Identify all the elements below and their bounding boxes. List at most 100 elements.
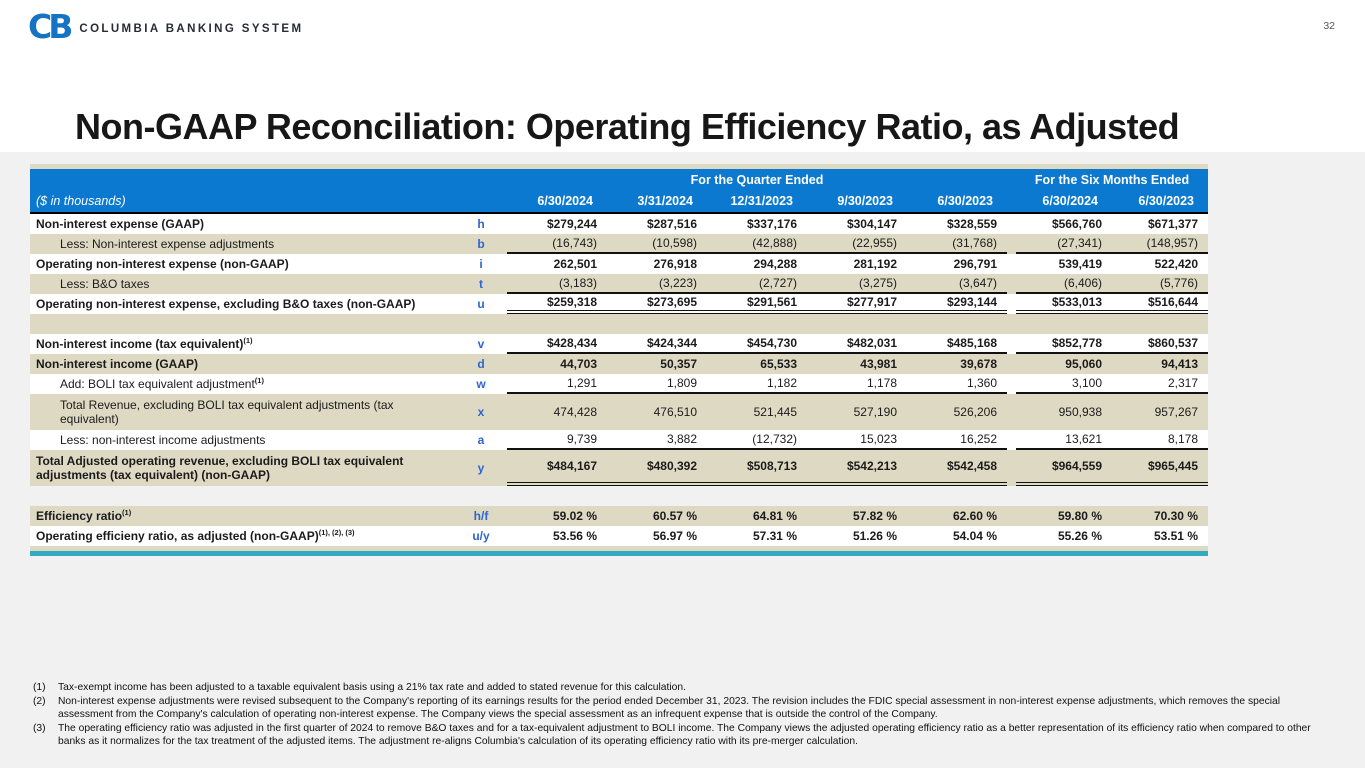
footnote-text: The operating efficiency ratio was adjus… — [58, 722, 1311, 748]
table-row: Less: B&O taxes t (3,183) (3,223) (2,727) (3,… — [30, 274, 1208, 294]
row-code: y — [477, 461, 485, 475]
date-column-header: 9/30/2023 — [837, 194, 893, 208]
table-accent-bar — [30, 551, 1208, 556]
cb-monogram-icon: CB — [28, 7, 73, 46]
value-cell: $533,013 — [1016, 294, 1112, 314]
value-cell: (3,183) — [507, 274, 607, 294]
table-row: Less: non-interest income adjustments a 9,… — [30, 430, 1208, 450]
table-row: Non-interest income (GAAP) d 44,703 50,357 6… — [30, 354, 1208, 374]
row-label: Operating efficieny ratio, as adjusted (… — [36, 527, 355, 543]
date-column-header: 6/30/2023 — [1138, 194, 1194, 208]
value-cell: $542,458 — [907, 450, 1007, 486]
row-label: Less: Non-interest expense adjustments — [60, 236, 275, 251]
footnote-item: (1) Tax-exempt income has been adjusted t… — [33, 681, 1335, 695]
column-gap — [1007, 334, 1016, 354]
table-row: Non-interest expense (GAAP) h $279,244 $287… — [30, 214, 1208, 234]
date-column-header: 3/31/2024 — [637, 194, 693, 208]
row-label: Add: BOLI tax equivalent adjustment(1) — [60, 375, 264, 391]
value-cell: $428,434 — [507, 334, 607, 354]
company-name: COLUMBIA BANKING SYSTEM — [79, 22, 304, 35]
row-label: Non-interest expense (GAAP) — [36, 216, 205, 231]
footnote-reference: (1) — [254, 375, 264, 385]
value-cell: 521,445 — [753, 405, 797, 419]
row-code: w — [476, 377, 486, 391]
value-cell: $291,561 — [707, 294, 807, 314]
value-cell: 276,918 — [653, 257, 697, 271]
row-code: t — [479, 277, 483, 291]
row-label: Operating non-interest expense (non-GAAP… — [36, 256, 289, 271]
value-cell: 39,678 — [960, 357, 997, 371]
value-cell: 522,420 — [1154, 257, 1198, 271]
value-cell: 1,178 — [807, 374, 907, 394]
column-gap — [1007, 526, 1016, 546]
footnote-item: (2) Non-interest expense adjustments were… — [33, 695, 1335, 722]
table-group-header-row: For the Quarter Ended For the Six Months … — [30, 169, 1208, 190]
value-cell: 2,317 — [1112, 374, 1208, 394]
value-cell: (22,955) — [807, 234, 907, 254]
value-cell: $484,167 — [507, 450, 607, 486]
date-column-header: 6/30/2023 — [937, 194, 993, 208]
value-cell: $279,244 — [546, 217, 597, 231]
value-cell: $860,537 — [1112, 334, 1208, 354]
footnote-text: Tax-exempt income has been adjusted to a… — [58, 682, 686, 693]
column-gap — [1007, 354, 1016, 374]
value-cell: (12,732) — [707, 430, 807, 450]
footnote-reference: (1) — [122, 507, 132, 517]
row-label: Total Revenue, excluding BOLI tax equiva… — [60, 397, 394, 426]
table-spacer-row — [30, 486, 1208, 506]
table-row: Operating non-interest expense, excludin… — [30, 294, 1208, 314]
row-code: u — [477, 297, 485, 311]
value-cell: 539,419 — [1058, 257, 1102, 271]
value-cell: 9,739 — [507, 430, 607, 450]
value-cell: $542,213 — [807, 450, 907, 486]
column-gap — [1007, 214, 1016, 234]
value-cell: 1,360 — [907, 374, 1007, 394]
value-cell: $293,144 — [907, 294, 1007, 314]
value-cell: $337,176 — [746, 217, 797, 231]
footnote-reference: (1), (2), (3) — [318, 527, 355, 537]
column-gap — [1007, 254, 1016, 274]
value-cell: 57.31 % — [752, 529, 797, 543]
column-gap — [1007, 234, 1016, 254]
value-cell: (16,743) — [507, 234, 607, 254]
footnotes: (1) Tax-exempt income has been adjusted t… — [33, 681, 1335, 749]
value-cell: (3,647) — [907, 274, 1007, 294]
value-cell: $516,644 — [1112, 294, 1208, 314]
footnote-number: (3) — [33, 722, 46, 734]
value-cell: 16,252 — [907, 430, 1007, 450]
value-cell: 65,533 — [760, 357, 797, 371]
table-row: Add: BOLI tax equivalent adjustment(1) w 1… — [30, 374, 1208, 394]
table-row: Total Adjusted operating revenue, exclud… — [30, 450, 1208, 486]
row-label: Less: B&O taxes — [60, 276, 150, 291]
value-cell: $273,695 — [607, 294, 707, 314]
table-row: Total Revenue, excluding BOLI tax equiva… — [30, 394, 1208, 430]
value-cell: 50,357 — [660, 357, 697, 371]
row-label: Efficiency ratio(1) — [36, 507, 132, 523]
table-row: Less: Non-interest expense adjustments b (… — [30, 234, 1208, 254]
value-cell: (6,406) — [1016, 274, 1112, 294]
table-spacer-row — [30, 314, 1208, 334]
table-row: Non-interest income (tax equivalent)(1) v… — [30, 334, 1208, 354]
value-cell: $482,031 — [807, 334, 907, 354]
value-cell: $454,730 — [707, 334, 807, 354]
units-label: ($ in thousands) — [36, 194, 126, 208]
row-label: Non-interest income (GAAP) — [36, 356, 199, 371]
footnote-reference: (1) — [243, 335, 253, 345]
value-cell: (3,275) — [807, 274, 907, 294]
column-gap — [1007, 274, 1016, 294]
row-code: a — [477, 433, 485, 447]
column-gap — [1007, 430, 1016, 450]
value-cell: 62.60 % — [952, 509, 997, 523]
value-cell: 13,621 — [1016, 430, 1112, 450]
footnote-number: (2) — [33, 695, 46, 707]
value-cell: 1,809 — [607, 374, 707, 394]
row-code: d — [477, 357, 485, 371]
value-cell: $304,147 — [846, 217, 897, 231]
value-cell: (2,727) — [707, 274, 807, 294]
date-column-header: 6/30/2024 — [1042, 194, 1098, 208]
recon-table: For the Quarter Ended For the Six Months … — [30, 164, 1208, 556]
column-gap — [1007, 394, 1016, 430]
group-header-quarter: For the Quarter Ended — [690, 172, 824, 187]
value-cell: 957,267 — [1154, 405, 1198, 419]
value-cell: $852,778 — [1016, 334, 1112, 354]
